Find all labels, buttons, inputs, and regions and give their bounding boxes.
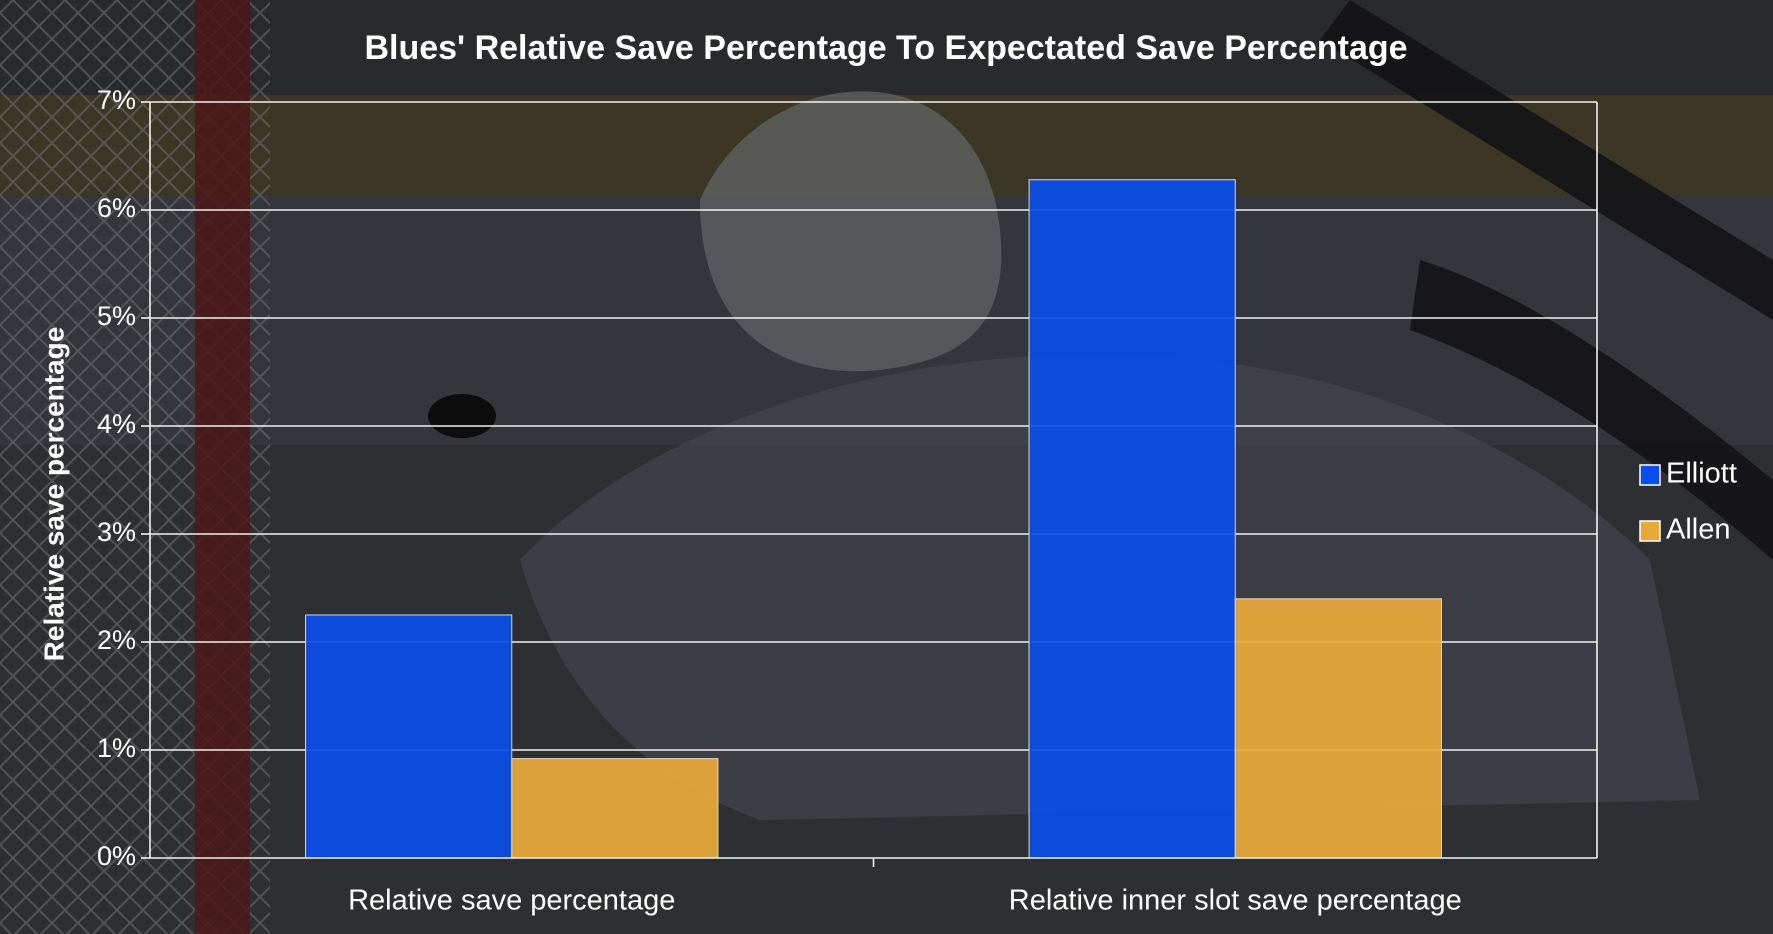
- legend-label-allen: Allen: [1666, 514, 1731, 546]
- legend-label-elliott: Elliott: [1666, 458, 1737, 490]
- y-tick-label: 6%: [97, 193, 136, 223]
- y-tick-label: 0%: [97, 841, 136, 871]
- axes: [141, 101, 1598, 867]
- bar-allen: [511, 758, 719, 859]
- legend: Elliott Allen: [1639, 458, 1737, 546]
- legend-swatch-elliott: [1639, 464, 1661, 486]
- y-tick-label: 5%: [97, 301, 136, 331]
- tick-labels: 0% 1% 2% 3% 4% 5% 6% 7% Relative save percentage…: [97, 85, 1462, 917]
- bar-allen: [1234, 598, 1442, 859]
- legend-swatch-allen: [1639, 520, 1661, 542]
- x-tick-label: Relative inner slot save percentage: [1009, 885, 1462, 917]
- y-tick-label: 1%: [97, 733, 136, 763]
- y-tick-label: 3%: [97, 517, 136, 547]
- bar-elliott: [305, 614, 513, 859]
- bar-elliott: [1028, 179, 1236, 859]
- y-axis-label: Relative save percentage: [38, 327, 69, 662]
- bars: [305, 179, 1442, 859]
- y-tick-label: 4%: [97, 409, 136, 439]
- x-tick-label: Relative save percentage: [348, 885, 675, 917]
- y-tick-label: 2%: [97, 625, 136, 655]
- chart-title: Blues' Relative Save Percentage To Expec…: [364, 29, 1407, 67]
- y-tick-label: 7%: [97, 85, 136, 115]
